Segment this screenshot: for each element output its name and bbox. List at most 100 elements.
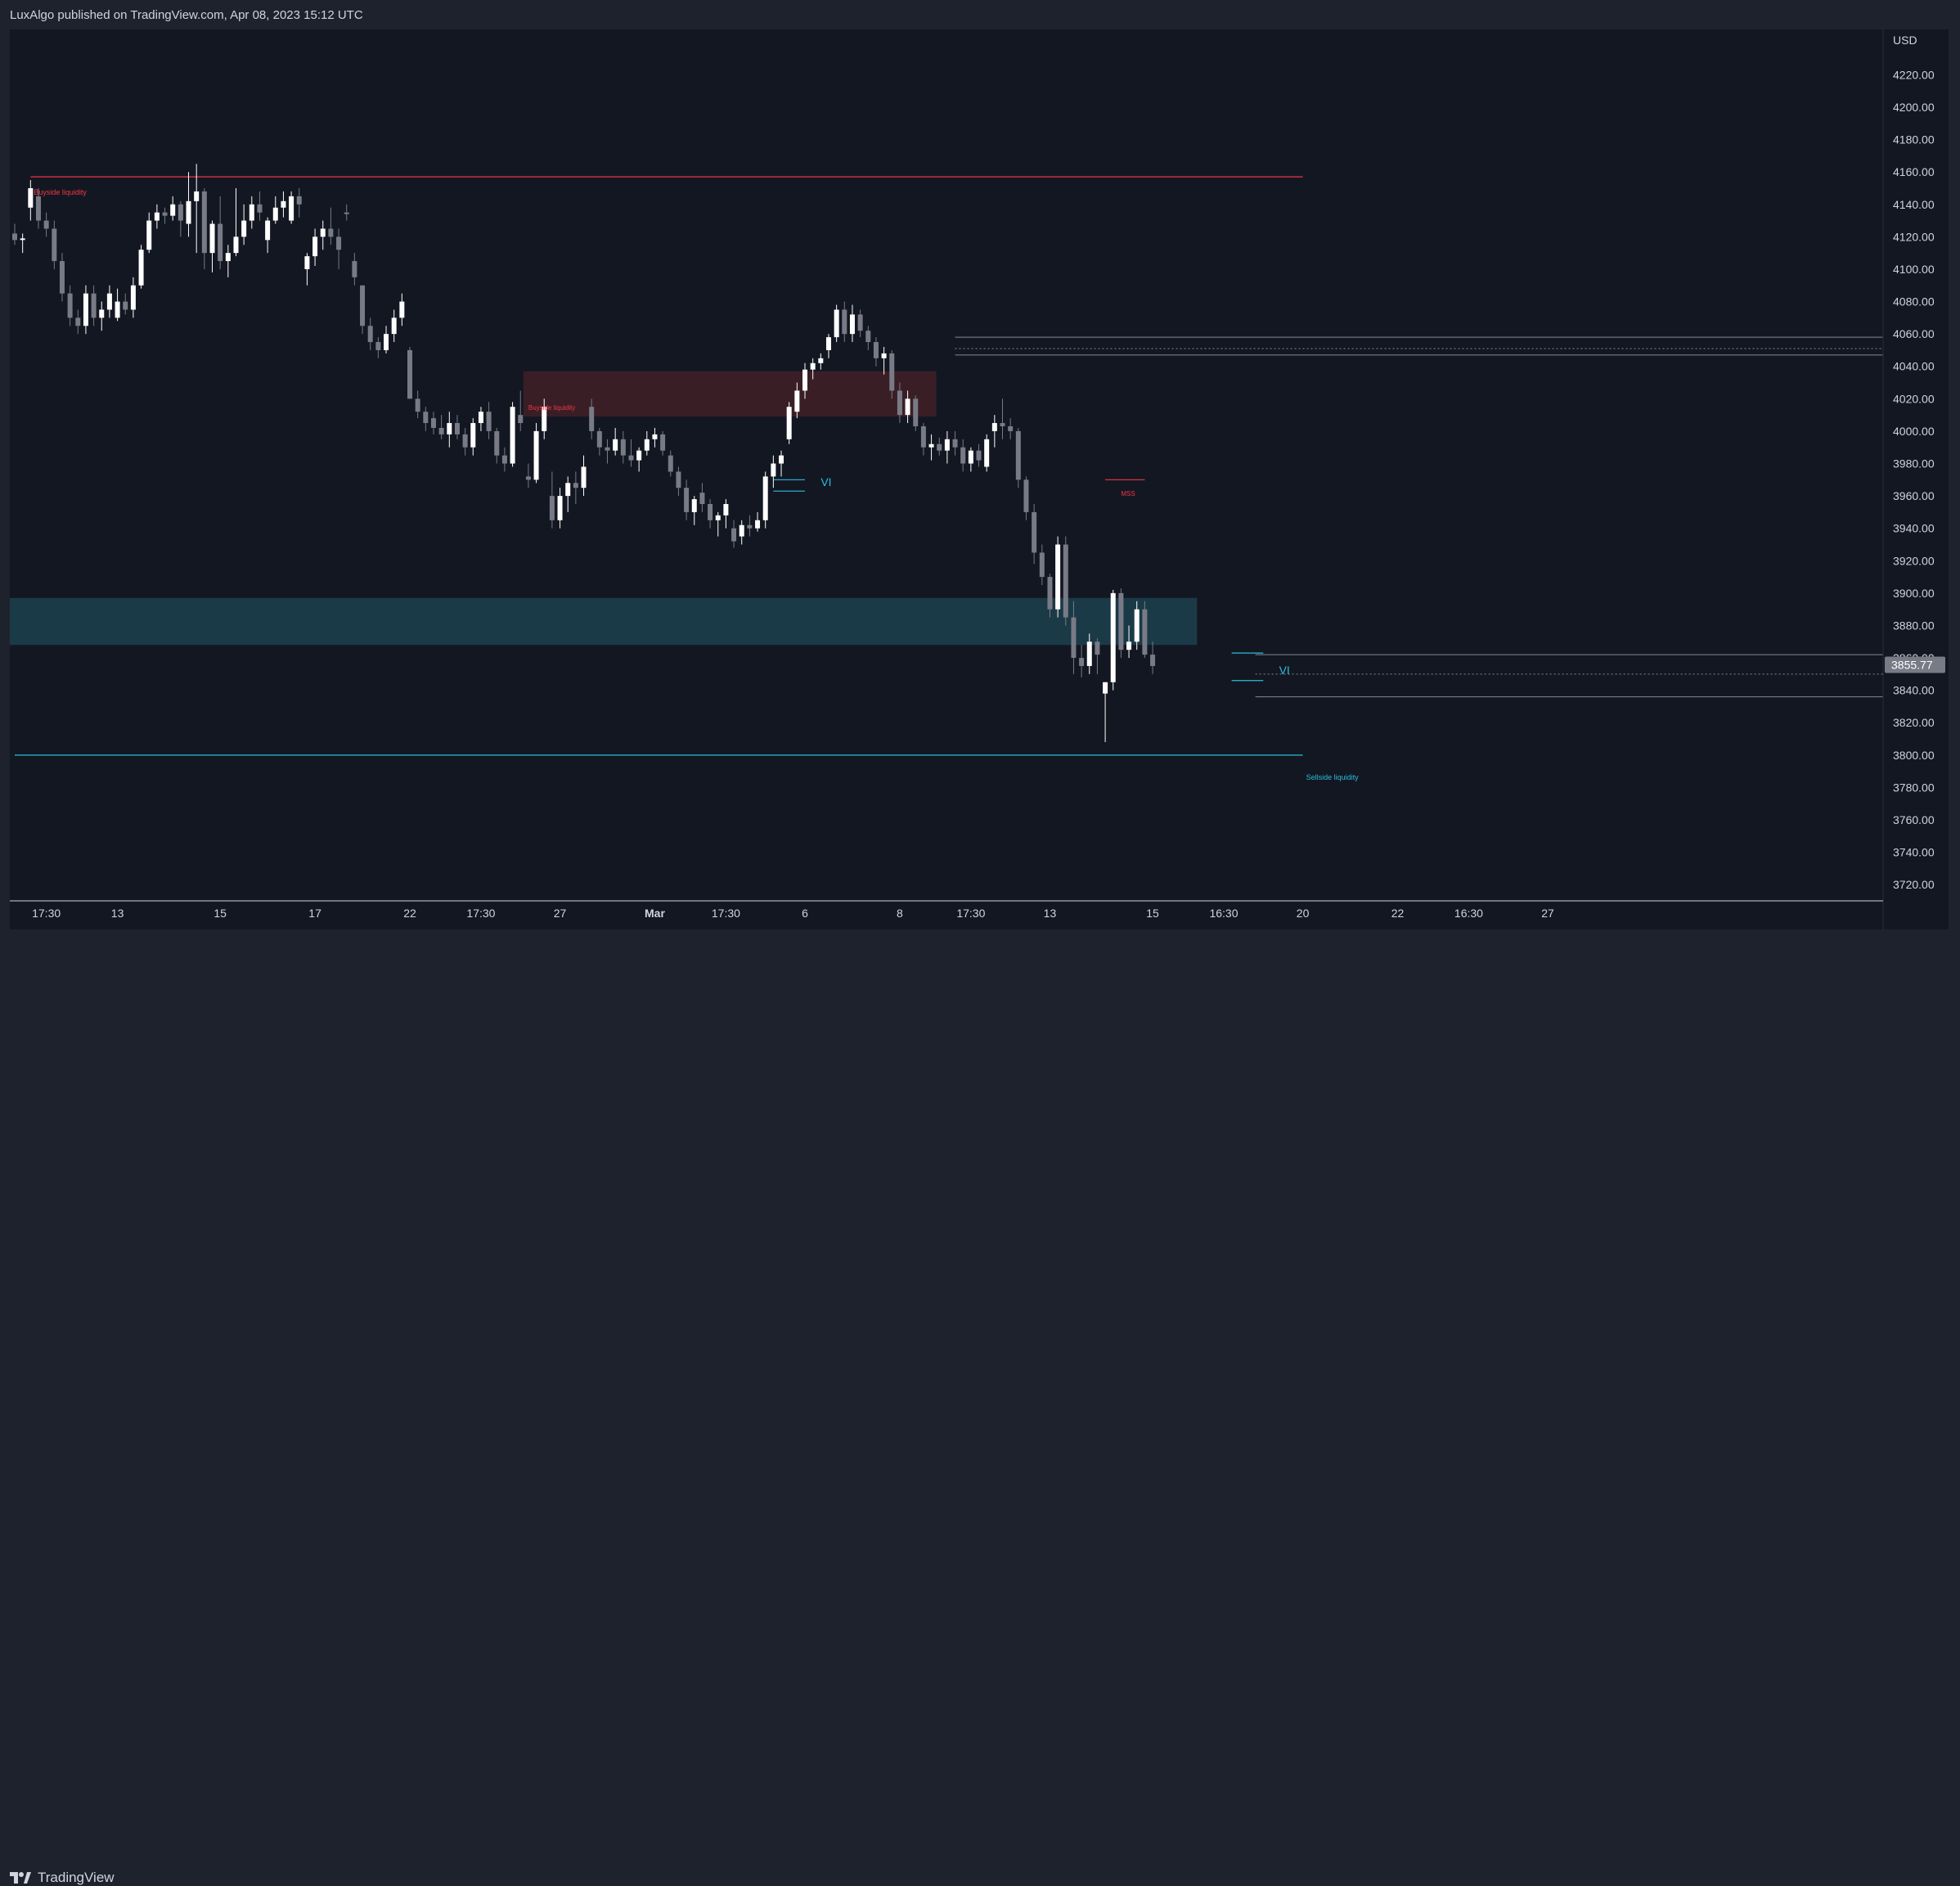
time-tick-label: 17 bbox=[308, 907, 321, 920]
candle-body bbox=[407, 349, 412, 399]
time-tick-label: 15 bbox=[214, 907, 227, 920]
candle-body bbox=[913, 398, 919, 426]
time-tick-label: 16:30 bbox=[1209, 907, 1238, 920]
price-tick-label: 3720.00 bbox=[1893, 878, 1935, 891]
candle-body bbox=[146, 220, 152, 250]
candle-body bbox=[755, 520, 761, 529]
price-tick-label: 3920.00 bbox=[1893, 554, 1935, 567]
candle-body bbox=[28, 187, 34, 208]
candle-body bbox=[67, 293, 73, 318]
price-tick-label: 3740.00 bbox=[1893, 846, 1935, 859]
time-tick-label: 13 bbox=[111, 907, 124, 920]
price-tick-label: 3900.00 bbox=[1893, 587, 1935, 600]
liquidity-level-label: Buyside liquidity bbox=[34, 188, 87, 196]
candle-body bbox=[699, 493, 705, 505]
time-tick-label: 17:30 bbox=[956, 907, 985, 920]
price-tick-label: 3940.00 bbox=[1893, 522, 1935, 535]
time-tick-label: Mar bbox=[645, 907, 665, 920]
candle-body bbox=[470, 423, 476, 448]
publish-info: LuxAlgo published on TradingView.com, Ap… bbox=[10, 8, 363, 22]
candle-body bbox=[375, 342, 381, 350]
time-tick-label: 17:30 bbox=[712, 907, 740, 920]
chart-annotation: VI bbox=[820, 475, 831, 488]
chart-annotation: MSS bbox=[1121, 490, 1135, 497]
candle-body bbox=[818, 358, 824, 363]
chart-annotation: Buyside liquidity bbox=[528, 404, 575, 412]
candle-body bbox=[620, 439, 626, 456]
candle-body bbox=[810, 362, 816, 370]
time-tick-label: 17:30 bbox=[32, 907, 61, 920]
candle-body bbox=[52, 228, 57, 262]
candle-body bbox=[960, 447, 966, 464]
candle-body bbox=[1150, 655, 1156, 666]
price-tick-label: 3840.00 bbox=[1893, 684, 1935, 697]
candle-body bbox=[438, 427, 444, 434]
candle-body bbox=[605, 447, 610, 451]
candle-body bbox=[991, 423, 997, 431]
price-chart[interactable]: Buyside liquidity Sellside liquidity Buysi… bbox=[10, 29, 1949, 929]
candle-body bbox=[1103, 682, 1108, 694]
candle-body bbox=[865, 331, 871, 343]
candle-body bbox=[1142, 609, 1148, 655]
candle-body bbox=[478, 412, 483, 424]
candle-body bbox=[462, 434, 468, 448]
liquidity-level-label: Sellside liquidity bbox=[1306, 773, 1360, 781]
candle-body bbox=[1110, 592, 1116, 682]
price-tick-label: 4200.00 bbox=[1893, 101, 1935, 114]
candle-body bbox=[794, 390, 800, 412]
candle-body bbox=[881, 353, 887, 358]
candle-body bbox=[557, 496, 563, 520]
candle-body bbox=[162, 212, 168, 216]
last-price-label: 3855.77 bbox=[1891, 658, 1933, 671]
candle-body bbox=[652, 434, 658, 439]
candle-body bbox=[281, 200, 286, 208]
candle-body bbox=[12, 233, 17, 241]
price-tick-label: 3820.00 bbox=[1893, 716, 1935, 729]
tradingview-logo-text: TradingView bbox=[38, 1870, 115, 1885]
time-tick-label: 20 bbox=[1297, 907, 1310, 920]
candle-body bbox=[320, 228, 326, 237]
candle-body bbox=[1118, 592, 1124, 650]
time-tick-label: 13 bbox=[1044, 907, 1057, 920]
candle-body bbox=[59, 261, 65, 294]
time-tick-label: 27 bbox=[554, 907, 567, 920]
candle-body bbox=[889, 353, 895, 391]
candle-body bbox=[494, 430, 500, 456]
candle-body bbox=[1055, 544, 1061, 610]
candle-body bbox=[106, 293, 112, 310]
chart-area[interactable]: Buyside liquidity Sellside liquidity Buysi… bbox=[10, 29, 1949, 929]
candle-body bbox=[423, 412, 429, 424]
candle-body bbox=[849, 314, 855, 335]
candle-body bbox=[209, 223, 215, 254]
candle-body bbox=[336, 236, 342, 250]
candle-body bbox=[194, 191, 200, 201]
candle-body bbox=[708, 504, 713, 520]
candle-body bbox=[542, 407, 547, 431]
candle-body bbox=[115, 301, 120, 318]
time-tick-label: 22 bbox=[403, 907, 416, 920]
time-tick-label: 16:30 bbox=[1454, 907, 1483, 920]
price-tick-label: 4060.00 bbox=[1893, 327, 1935, 340]
candle-body bbox=[920, 425, 926, 448]
time-tick-label: 8 bbox=[897, 907, 903, 920]
candle-body bbox=[628, 455, 634, 461]
candle-body bbox=[825, 337, 831, 350]
candle-body bbox=[352, 261, 357, 277]
price-tick-label: 4100.00 bbox=[1893, 263, 1935, 276]
candle-body bbox=[367, 326, 373, 343]
candle-body bbox=[518, 415, 524, 424]
candle-body bbox=[91, 293, 97, 318]
candle-body bbox=[186, 200, 191, 224]
price-tick-label: 3960.00 bbox=[1893, 489, 1935, 502]
candle-body bbox=[399, 301, 405, 318]
candle-body bbox=[747, 524, 753, 529]
candle-body bbox=[249, 204, 254, 221]
candle-body bbox=[1000, 423, 1005, 426]
candle-body bbox=[201, 191, 207, 254]
candle-body bbox=[581, 466, 587, 488]
candle-body bbox=[241, 220, 247, 237]
tradingview-logo[interactable]: TradingView bbox=[10, 1870, 115, 1886]
candle-body bbox=[968, 450, 973, 464]
candle-body bbox=[984, 439, 990, 467]
candle-body bbox=[415, 398, 420, 412]
